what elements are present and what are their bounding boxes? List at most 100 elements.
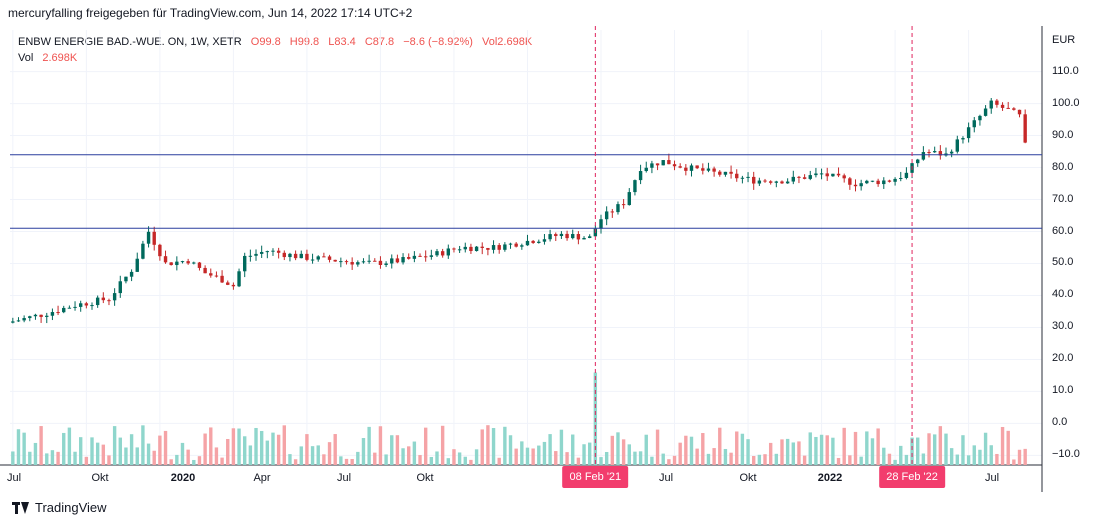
- volume-bar: [435, 451, 439, 465]
- candle-body: [508, 243, 513, 245]
- candle-body: [718, 171, 722, 175]
- candle-body: [531, 240, 535, 243]
- volume-bar: [112, 426, 117, 465]
- volume-bar: [955, 454, 960, 465]
- volume-bar: [305, 434, 309, 465]
- price-tick-label: 70.0: [1052, 192, 1074, 205]
- candle-body: [344, 261, 349, 263]
- candle-body: [576, 234, 581, 240]
- volume-bar: [723, 448, 728, 465]
- candle-body: [797, 176, 801, 178]
- volume-bar: [373, 452, 377, 465]
- volume-bar: [28, 451, 32, 465]
- price-tick-label: 50.0: [1052, 256, 1074, 269]
- volume-bar: [288, 454, 292, 465]
- volume-bar: [452, 449, 456, 465]
- candle-body: [259, 251, 264, 254]
- volume-bar: [503, 426, 507, 465]
- volume-bar: [271, 432, 275, 465]
- candle-body: [752, 176, 756, 184]
- volume-bar: [169, 459, 173, 465]
- candle-body: [537, 241, 541, 243]
- volume-bar: [836, 457, 841, 465]
- candle-body: [503, 244, 507, 250]
- volume-bar: [95, 442, 100, 465]
- candle-body: [390, 258, 394, 264]
- candle-body: [84, 303, 89, 306]
- candle-body: [814, 173, 818, 176]
- volume-bar: [531, 448, 535, 465]
- volume-bar: [735, 431, 739, 465]
- volume-bar: [610, 435, 615, 465]
- volume-bar: [429, 456, 434, 465]
- volume-bar: [667, 459, 671, 465]
- volume-bar: [774, 453, 779, 465]
- volume-bar: [384, 454, 388, 465]
- volume-bar: [797, 441, 801, 465]
- candle-body: [429, 255, 434, 257]
- volume-bar: [276, 434, 281, 465]
- candle-body: [870, 180, 875, 182]
- volume-bar: [327, 442, 332, 465]
- volume-bar: [576, 457, 581, 465]
- candle-body: [310, 259, 315, 261]
- candle-body: [650, 163, 654, 168]
- candle-body: [672, 164, 677, 167]
- volume-bar: [118, 437, 122, 465]
- volume-bar: [808, 432, 812, 465]
- volume-bar: [11, 451, 15, 465]
- volume-bar: [22, 432, 26, 465]
- volume-bar: [367, 426, 371, 465]
- candle-body: [203, 267, 207, 274]
- symbol-name[interactable]: ENBW ENERGIE BAD.-WUE. ON, 1W, XETR: [18, 36, 242, 48]
- candle-body: [350, 262, 354, 265]
- candle-body: [853, 184, 858, 187]
- volume-pane: [11, 372, 1027, 465]
- candle-body: [627, 192, 631, 206]
- price-tick-label: 10.0: [1052, 384, 1074, 397]
- candle-body: [197, 262, 202, 268]
- candle-body: [56, 312, 60, 314]
- candle-body: [785, 181, 790, 184]
- volume-bar: [825, 435, 829, 465]
- price-tick-label: 0.0: [1052, 416, 1068, 429]
- candle-body: [129, 271, 134, 277]
- volume-bar: [785, 438, 790, 465]
- candle-body: [243, 255, 247, 272]
- volume-bar: [548, 434, 552, 465]
- volume-bar: [865, 431, 869, 465]
- time-tick-label: Jul: [658, 472, 674, 484]
- volume-bar: [474, 449, 479, 465]
- volume-bar: [463, 456, 467, 465]
- volume-bar: [423, 427, 428, 465]
- volume-bar: [938, 426, 943, 465]
- tradingview-logo[interactable]: TradingView: [12, 500, 107, 515]
- volume-bar: [101, 444, 106, 465]
- volume-bar: [949, 448, 954, 465]
- candle-body: [356, 262, 360, 265]
- time-tick-label: Okt: [739, 472, 757, 484]
- candle-body: [525, 240, 530, 246]
- volume-bar: [887, 453, 892, 465]
- volume-bar: [768, 442, 773, 465]
- candle-body: [938, 151, 943, 156]
- volume-bar: [571, 434, 575, 465]
- volume-bar: [339, 456, 343, 465]
- volume-bar: [67, 427, 72, 465]
- volume-bar: [220, 457, 224, 465]
- volume-label[interactable]: Vol: [18, 52, 34, 64]
- candle-body: [582, 237, 586, 240]
- volume-bar: [859, 456, 863, 465]
- volume-bar: [310, 446, 315, 465]
- volume-bar: [73, 451, 77, 465]
- candle-body: [678, 166, 682, 168]
- candle-body: [701, 168, 705, 171]
- candle-body: [1012, 108, 1016, 110]
- candle-body: [520, 245, 524, 247]
- candle-body: [112, 293, 117, 301]
- volume-bar: [344, 458, 349, 465]
- candle-body: [423, 256, 428, 258]
- volume-bar: [554, 451, 558, 465]
- candle-body: [927, 152, 931, 154]
